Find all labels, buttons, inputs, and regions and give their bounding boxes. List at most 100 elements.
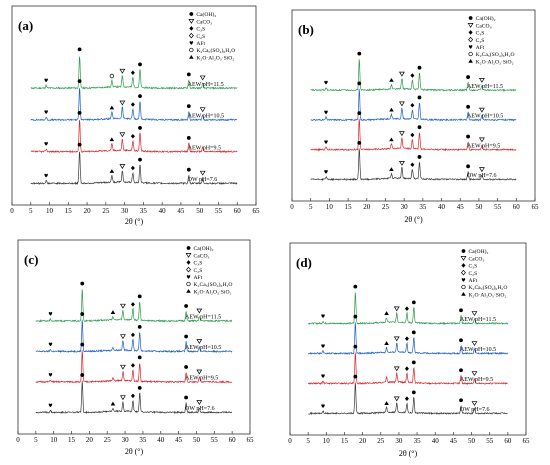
phase-marker	[137, 324, 142, 329]
phase-marker	[120, 303, 126, 309]
phase-marker	[321, 344, 325, 348]
x-tick-label: 10	[50, 436, 58, 444]
phase-marker	[189, 55, 194, 59]
legend-entry: AFt	[476, 45, 485, 51]
xrd-series-line	[310, 59, 517, 92]
phase-marker	[357, 51, 362, 56]
phase-marker	[389, 167, 394, 172]
legend-entry: AFt	[194, 275, 203, 281]
x-tick-label: 20	[359, 437, 367, 445]
legend-entry: C₂S	[194, 268, 203, 274]
phase-marker	[468, 36, 474, 43]
phase-marker	[468, 45, 473, 49]
phase-marker	[185, 253, 192, 258]
legend-entry: C₃S	[468, 264, 477, 270]
phase-marker	[138, 157, 142, 162]
phase-marker	[389, 107, 394, 112]
phase-marker	[186, 275, 191, 279]
phase-marker	[137, 294, 142, 299]
phase-marker	[137, 385, 142, 390]
phase-marker	[138, 62, 142, 67]
phase-marker	[411, 390, 416, 395]
x-tick-label: 55	[494, 203, 502, 211]
phase-marker	[324, 169, 328, 174]
x-tick-label: 50	[475, 203, 483, 211]
x-tick-label: 30	[122, 436, 130, 444]
phase-marker	[137, 355, 142, 360]
phase-marker	[393, 396, 400, 402]
series-label: AEW pH=9.5	[467, 143, 500, 149]
x-axis-label: 2θ (°)	[404, 215, 423, 224]
legend-entry: CaCO₃	[476, 23, 492, 29]
phase-marker	[199, 75, 206, 81]
phase-marker	[411, 360, 416, 365]
phase-marker	[184, 334, 189, 339]
phase-marker	[189, 12, 194, 16]
x-tick-label: 10	[323, 437, 331, 445]
phase-marker	[468, 51, 473, 57]
x-tick-label: 25	[382, 203, 390, 211]
x-tick-label: 40	[432, 437, 440, 445]
x-tick-label: 15	[68, 436, 76, 444]
phase-marker	[196, 400, 203, 405]
phase-marker	[120, 395, 126, 401]
phase-marker	[77, 111, 82, 115]
x-tick-label: 60	[504, 437, 512, 445]
phase-marker	[44, 141, 48, 146]
legend-entry: K₂Ca₅(SO₄)₆H₂O	[476, 51, 515, 58]
phase-marker	[186, 260, 191, 265]
phase-marker	[410, 73, 415, 78]
phase-marker	[478, 167, 485, 173]
phase-marker	[189, 41, 194, 45]
phase-marker	[188, 32, 194, 39]
x-tick-label: 35	[419, 203, 427, 211]
legend-entry: C₂S	[468, 271, 477, 277]
phase-marker	[466, 104, 470, 109]
phase-marker	[459, 398, 463, 403]
phase-marker	[357, 111, 362, 116]
legend-entry: AFt	[468, 278, 477, 284]
x-tick-label: 20	[86, 436, 94, 444]
phase-marker	[186, 72, 191, 77]
phase-marker	[48, 342, 53, 347]
phase-marker	[466, 134, 470, 139]
legend-entry: Ca(OH)₂	[476, 15, 496, 22]
legend-entry: C₂S	[196, 34, 205, 40]
phase-marker	[460, 256, 467, 261]
plot-frame	[17, 239, 251, 435]
x-tick-label: 65	[532, 203, 540, 211]
xrd-series-line	[308, 292, 509, 326]
x-tick-label: 25	[102, 207, 110, 215]
phase-marker	[471, 311, 478, 317]
x-axis-label: 2θ (°)	[125, 217, 144, 226]
phase-marker	[138, 94, 142, 99]
series-label: AEW pH=11.5	[188, 82, 224, 88]
phase-marker	[461, 292, 466, 296]
x-tick-label: 5	[306, 437, 310, 445]
series-label: AEW pH=9.5	[188, 145, 221, 151]
phase-marker	[77, 47, 82, 52]
x-tick-label: 55	[486, 437, 494, 445]
x-tick-label: 5	[34, 436, 38, 444]
phase-marker	[130, 133, 135, 139]
phase-marker	[398, 71, 405, 77]
x-tick-label: 65	[523, 437, 531, 445]
x-tick-label: 45	[177, 207, 185, 215]
phase-marker	[80, 373, 85, 377]
phase-marker	[186, 246, 191, 250]
phase-marker	[417, 155, 422, 159]
phase-marker	[466, 75, 470, 79]
phase-marker	[478, 107, 485, 113]
xrd-series-line	[35, 289, 233, 323]
phase-marker	[324, 140, 328, 144]
phase-marker	[410, 132, 415, 138]
phase-marker	[389, 77, 394, 82]
x-tick-label: 30	[121, 207, 129, 215]
phase-marker	[398, 161, 405, 166]
phase-marker	[404, 366, 409, 371]
x-tick-label: 55	[211, 436, 219, 444]
legend-entry: C₂S	[476, 38, 485, 44]
phase-marker	[186, 281, 191, 287]
x-tick-label: 15	[341, 437, 349, 445]
x-tick-label: 60	[513, 203, 521, 211]
